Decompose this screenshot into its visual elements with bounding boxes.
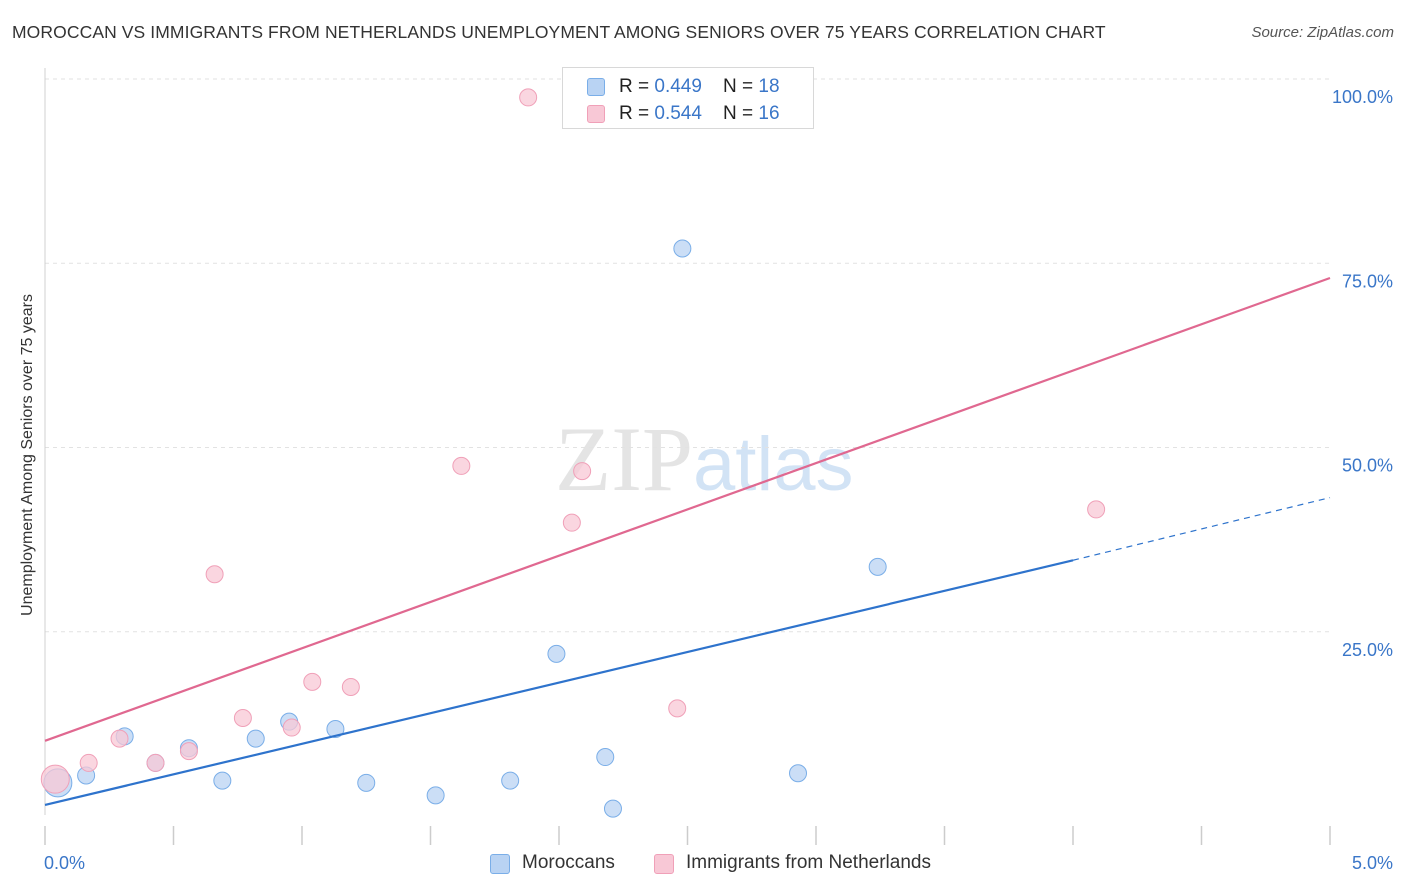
point-netherlands-13 xyxy=(573,462,592,481)
bottom-legend-label-moroccans: Moroccans xyxy=(522,852,615,873)
x-tick-label-0: 0.0% xyxy=(44,853,85,873)
x-tick-label-1: 5.0% xyxy=(1352,853,1393,873)
point-netherlands-4 xyxy=(179,742,198,761)
legend-n-netherlands: 16 xyxy=(758,103,780,124)
point-moroccans-10 xyxy=(426,786,445,805)
point-netherlands-1 xyxy=(79,753,98,772)
point-moroccans-11 xyxy=(501,771,520,790)
point-netherlands-10 xyxy=(452,456,471,475)
watermark: ZIPatlas xyxy=(555,408,854,510)
point-moroccans-17 xyxy=(868,557,887,576)
y-tick-label-1: 50.0% xyxy=(1342,456,1393,476)
y-tick-label-2: 75.0% xyxy=(1342,271,1393,291)
point-moroccans-6 xyxy=(246,729,265,748)
point-netherlands-7 xyxy=(282,718,301,737)
legend-swatch-netherlands xyxy=(587,105,605,123)
point-netherlands-14 xyxy=(668,699,687,718)
point-netherlands-6 xyxy=(233,708,252,727)
point-moroccans-5 xyxy=(213,771,232,790)
y-tick-label-0: 25.0% xyxy=(1342,640,1393,660)
legend-r-netherlands: 0.544 xyxy=(654,103,702,124)
legend-swatch-moroccans xyxy=(587,78,605,96)
y-tick-label-3: 100.0% xyxy=(1332,87,1393,107)
correlation-legend: R = 0.449 N = 18 R = 0.544 N = 16 xyxy=(562,67,814,129)
point-moroccans-12 xyxy=(547,644,566,663)
point-netherlands-5 xyxy=(205,565,224,584)
point-netherlands-11 xyxy=(519,88,538,107)
legend-n-moroccans: 18 xyxy=(758,76,780,97)
point-netherlands-8 xyxy=(303,672,322,691)
point-moroccans-16 xyxy=(789,764,808,783)
chart-source: Source: ZipAtlas.com xyxy=(1251,24,1394,41)
point-moroccans-13 xyxy=(596,748,615,767)
point-moroccans-9 xyxy=(357,773,376,792)
point-netherlands-2 xyxy=(110,729,129,748)
point-moroccans-14 xyxy=(603,799,622,818)
bottom-legend-label-netherlands: Immigrants from Netherlands xyxy=(686,852,931,873)
bottom-legend-swatch-netherlands xyxy=(654,854,674,874)
point-moroccans-8 xyxy=(326,720,345,739)
point-moroccans-15 xyxy=(673,239,692,258)
trendline-netherlands xyxy=(44,276,1331,742)
point-netherlands-9 xyxy=(341,678,360,697)
point-netherlands-15 xyxy=(1087,500,1106,519)
point-netherlands-12 xyxy=(562,513,581,532)
trendline-moroccans-extension xyxy=(1072,497,1331,561)
point-netherlands-3 xyxy=(146,753,165,772)
legend-r-moroccans: 0.449 xyxy=(654,76,702,97)
bottom-legend-swatch-moroccans xyxy=(490,854,510,874)
chart-title: MOROCCAN VS IMMIGRANTS FROM NETHERLANDS … xyxy=(12,22,1106,42)
point-netherlands-0 xyxy=(40,764,70,794)
trendline-moroccans xyxy=(44,559,1074,807)
